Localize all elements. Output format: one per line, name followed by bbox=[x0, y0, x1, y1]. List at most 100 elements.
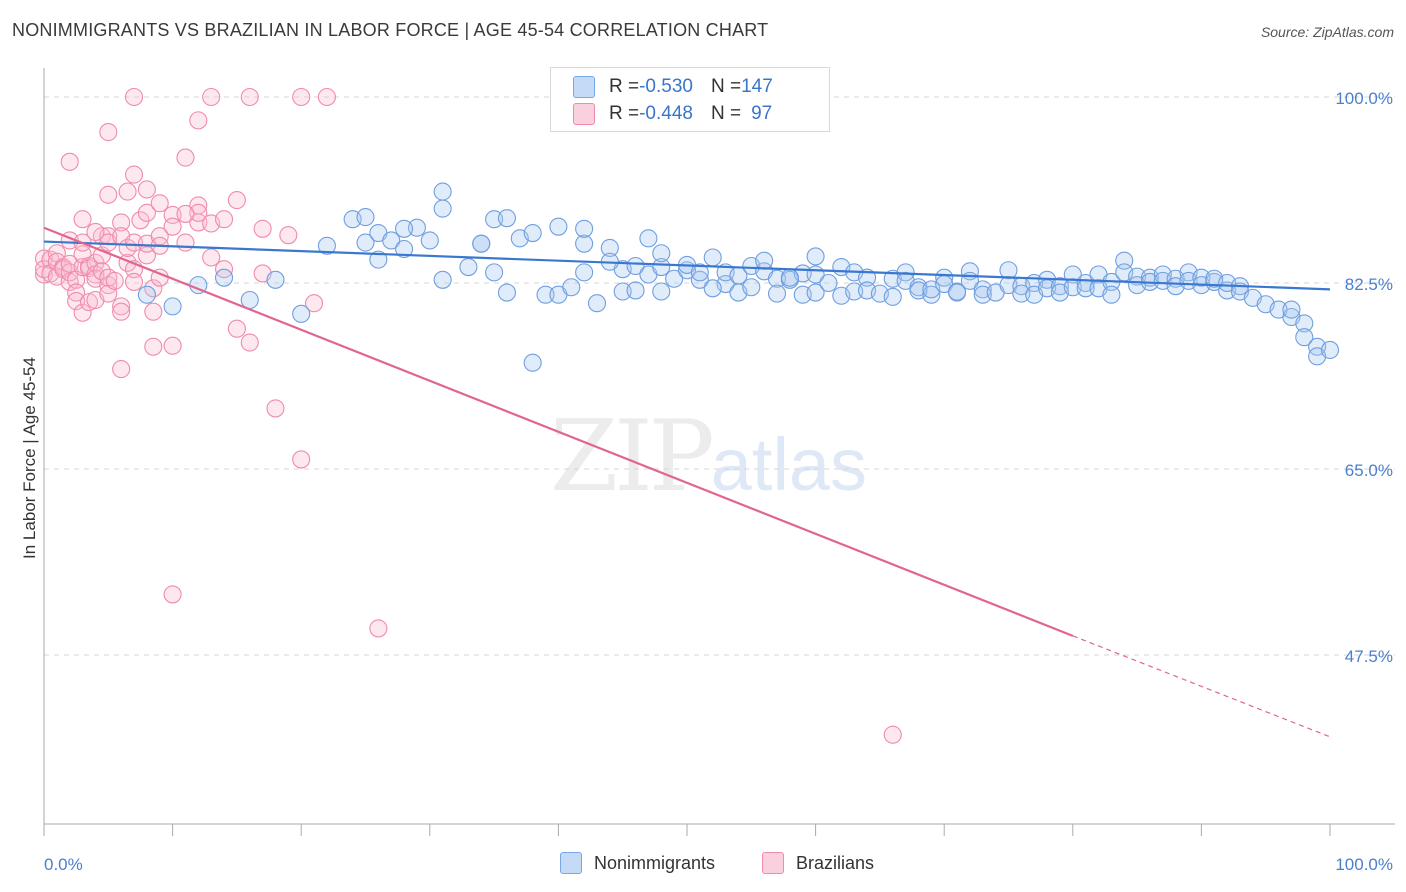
nonimmigrants-point bbox=[433, 270, 452, 289]
nonimmigrants-point bbox=[652, 282, 671, 301]
legend-swatch-blue bbox=[573, 76, 595, 98]
legend-r-value: -0.530 bbox=[639, 76, 693, 97]
chart-source: Source: ZipAtlas.com bbox=[1260, 24, 1394, 40]
brazilians-point bbox=[317, 87, 336, 107]
nonimmigrants-point bbox=[806, 283, 825, 302]
brazilians-point bbox=[202, 87, 221, 107]
nonimmigrants-point bbox=[523, 353, 542, 372]
brazilians-point bbox=[112, 297, 131, 316]
nonimmigrants-point bbox=[1295, 328, 1314, 347]
nonimmigrants-point bbox=[703, 248, 722, 267]
nonimmigrants-point bbox=[845, 282, 864, 301]
bottom-legend-nonimmigrants: Nonimmigrants bbox=[560, 852, 715, 874]
tick-labels: 100.0% 82.5% 65.0% 47.5% 0.0% 100.0% bbox=[44, 89, 1393, 874]
brazilians-point bbox=[240, 87, 259, 107]
brazilians-point bbox=[118, 182, 137, 201]
nonimmigrants-point bbox=[575, 219, 594, 238]
legend-row-nonimmigrants: R = -0.530 N = 147 bbox=[573, 74, 773, 100]
legend-r-value: -0.448 bbox=[639, 103, 693, 124]
nonimmigrants-point bbox=[767, 284, 787, 303]
brazilians-point bbox=[369, 619, 388, 638]
nonimmigrants-point bbox=[485, 210, 504, 229]
brazilians-point bbox=[60, 272, 79, 291]
nonimmigrants-point bbox=[356, 233, 375, 252]
nonimmigrants-point bbox=[742, 278, 761, 297]
nonimmigrants-point bbox=[420, 231, 439, 250]
brazilians-point bbox=[124, 165, 144, 184]
brazilians-point bbox=[131, 211, 150, 230]
nonimmigrants-point bbox=[703, 279, 722, 298]
brazilians-point bbox=[150, 227, 169, 246]
nonimmigrants-point bbox=[767, 269, 787, 288]
nonimmigrants-point bbox=[857, 268, 877, 287]
nonimmigrants-point bbox=[665, 269, 684, 288]
nonimmigrants-point bbox=[639, 229, 658, 248]
nonimmigrants-point bbox=[652, 258, 671, 277]
bottom-legend-label: Brazilians bbox=[796, 852, 875, 873]
brazilians-point bbox=[163, 585, 182, 604]
nonimmigrants-point bbox=[395, 219, 414, 238]
brazilians-point bbox=[176, 233, 195, 252]
brazilians-trend-line bbox=[43, 226, 1074, 637]
brazilians-point bbox=[305, 294, 324, 313]
brazilians-point bbox=[189, 213, 208, 232]
nonimmigrants-point bbox=[613, 282, 632, 301]
nonimmigrants-point bbox=[690, 270, 709, 289]
legend-n-label: N = bbox=[710, 76, 742, 97]
brazilians-point bbox=[86, 222, 105, 242]
nonimmigrants-point bbox=[922, 285, 941, 304]
legend-swatch-pink bbox=[573, 103, 595, 125]
brazilians-point bbox=[253, 219, 272, 238]
nonimmigrants-point bbox=[382, 231, 401, 250]
brazilians-point bbox=[124, 233, 144, 252]
brazilians-point bbox=[292, 450, 311, 469]
brazilians-point bbox=[137, 180, 156, 199]
nonimmigrants-point bbox=[948, 283, 967, 302]
y-tick-label: 82.5% bbox=[1345, 275, 1393, 294]
x-tick-label: 0.0% bbox=[44, 855, 83, 874]
nonimmigrants-point bbox=[356, 208, 375, 227]
brazilians-point bbox=[99, 185, 118, 204]
brazilians-point bbox=[883, 725, 902, 744]
y-tick-label: 47.5% bbox=[1345, 647, 1393, 666]
brazilians-point bbox=[176, 148, 195, 167]
zipatlas-watermark: ZIPatlas bbox=[550, 400, 867, 514]
brazilians-point bbox=[105, 271, 124, 290]
brazilians-point bbox=[227, 191, 246, 210]
brazilians-point bbox=[189, 203, 208, 222]
nonimmigrants-point bbox=[485, 263, 504, 282]
nonimmigrants-point bbox=[935, 268, 954, 287]
brazilians-point bbox=[124, 272, 144, 291]
nonimmigrants-point bbox=[575, 263, 594, 282]
bottom-legend-swatch-pink bbox=[762, 852, 784, 874]
legend-n-value: 147 bbox=[741, 76, 773, 97]
trend-lines bbox=[43, 226, 1331, 738]
nonimmigrants-point bbox=[549, 217, 568, 236]
nonimmigrants-point bbox=[497, 209, 517, 228]
nonimmigrants-point bbox=[780, 268, 799, 287]
brazilians-point bbox=[99, 123, 118, 142]
nonimmigrants-point bbox=[1012, 284, 1031, 303]
bottom-legend-swatch-blue bbox=[560, 852, 582, 874]
nonimmigrants-point bbox=[806, 247, 825, 266]
nonimmigrants-point bbox=[999, 261, 1018, 280]
watermark-zip: ZIP bbox=[550, 400, 715, 514]
nonimmigrants-point bbox=[459, 258, 478, 277]
brazilians-point bbox=[150, 194, 169, 213]
nonimmigrants-point bbox=[562, 278, 581, 297]
brazilians-point bbox=[60, 152, 79, 171]
nonimmigrants-point bbox=[575, 234, 594, 253]
brazilians-point bbox=[279, 226, 298, 245]
watermark-atlas: atlas bbox=[710, 423, 868, 506]
brazilians-point bbox=[67, 292, 86, 311]
axes bbox=[43, 68, 1395, 836]
nonimmigrants-point bbox=[433, 199, 452, 218]
brazilians-point bbox=[202, 248, 221, 267]
brazilians-points bbox=[34, 87, 902, 744]
brazilians-point bbox=[79, 293, 99, 312]
nonimmigrants-point bbox=[883, 287, 902, 306]
brazilians-point bbox=[214, 210, 234, 229]
brazilians-point bbox=[163, 336, 182, 355]
brazilians-point bbox=[144, 302, 163, 321]
